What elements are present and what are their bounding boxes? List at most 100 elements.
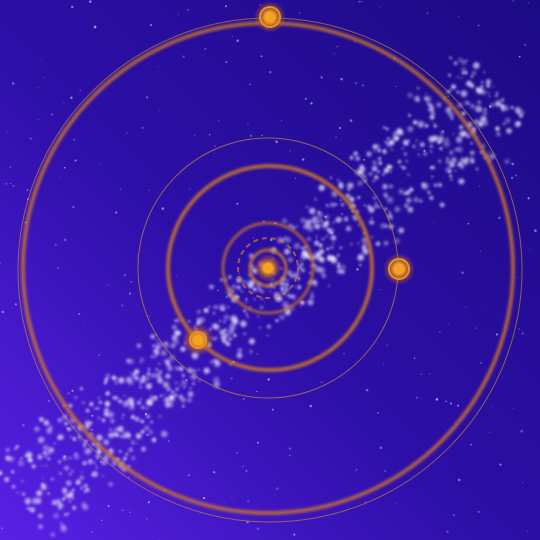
- dust-speck: [339, 199, 342, 201]
- dust-speck: [524, 153, 526, 155]
- cluster-star: [231, 289, 235, 294]
- cluster-star: [397, 226, 406, 235]
- cluster-star: [130, 404, 135, 408]
- cluster-star: [188, 386, 193, 391]
- cluster-star: [30, 463, 37, 470]
- cluster-star: [133, 375, 140, 382]
- cluster-star: [208, 358, 216, 365]
- cluster-star: [260, 297, 264, 301]
- cluster-star: [407, 113, 412, 118]
- cluster-star: [57, 459, 63, 465]
- dust-speck: [267, 378, 270, 381]
- dust-speck: [275, 140, 278, 144]
- dust-speck: [361, 84, 364, 87]
- planet-right[interactable]: [383, 253, 415, 285]
- cluster-star: [400, 146, 405, 151]
- cluster-star: [41, 443, 51, 453]
- dust-speck: [478, 511, 480, 513]
- cluster-star: [36, 499, 42, 506]
- cluster-star: [383, 139, 389, 145]
- central-star-icon[interactable]: [254, 254, 282, 282]
- cluster-star: [185, 396, 194, 404]
- planet-top[interactable]: [254, 1, 286, 33]
- cluster-star: [32, 425, 41, 433]
- dust-speck: [294, 177, 296, 179]
- cluster-star: [79, 439, 83, 443]
- cluster-star: [282, 247, 292, 256]
- cluster-star: [344, 224, 353, 233]
- cluster-star: [39, 482, 49, 492]
- cluster-star: [235, 275, 244, 284]
- cluster-star: [70, 469, 75, 474]
- cluster-star: [430, 164, 436, 171]
- cluster-star: [493, 93, 499, 99]
- cluster-star: [145, 407, 149, 411]
- cluster-star: [36, 452, 44, 461]
- cluster-star: [504, 126, 514, 135]
- dust-speck: [43, 77, 45, 79]
- cluster-star: [59, 524, 69, 534]
- cluster-star: [162, 393, 166, 397]
- dust-speck: [329, 207, 330, 208]
- dust-speck: [525, 95, 527, 97]
- cluster-star: [178, 384, 182, 388]
- dust-speck: [121, 304, 124, 307]
- dust-speck: [204, 47, 207, 50]
- cluster-star: [401, 138, 411, 147]
- dust-speck: [10, 183, 12, 185]
- dust-speck: [100, 163, 102, 165]
- cluster-star: [426, 104, 436, 114]
- cluster-star: [294, 224, 300, 230]
- planet-icon: [383, 253, 415, 285]
- cluster-star: [460, 66, 468, 74]
- cluster-star: [40, 464, 44, 468]
- cluster-star: [449, 83, 458, 91]
- cluster-star: [20, 491, 27, 497]
- cluster-star: [403, 151, 408, 156]
- cluster-star: [135, 399, 142, 406]
- cluster-star: [139, 404, 146, 411]
- dust-speck: [315, 237, 317, 239]
- cluster-star: [448, 106, 451, 110]
- cluster-star: [187, 319, 191, 323]
- cluster-star: [305, 235, 312, 243]
- dust-speck: [71, 5, 74, 9]
- dust-speck: [107, 505, 110, 508]
- cluster-star: [495, 91, 499, 95]
- planet-left[interactable]: [182, 324, 214, 356]
- dust-speck: [256, 390, 258, 393]
- cluster-star: [457, 162, 462, 166]
- dust-speck: [161, 207, 165, 210]
- dust-speck: [63, 166, 66, 169]
- cluster-star: [165, 385, 173, 393]
- dust-speck: [320, 76, 323, 79]
- dust-speck: [6, 131, 8, 134]
- cluster-star: [174, 386, 180, 392]
- dust-speck: [128, 292, 132, 295]
- cluster-star: [138, 384, 142, 388]
- cluster-star: [71, 504, 78, 511]
- dust-speck: [29, 137, 32, 140]
- cluster-star: [111, 375, 119, 383]
- dust-speck: [60, 176, 62, 178]
- cluster-star: [406, 91, 414, 99]
- cluster-star: [56, 416, 64, 424]
- cluster-star: [159, 348, 168, 358]
- cluster-star: [167, 393, 176, 401]
- dust-speck: [224, 291, 226, 294]
- cluster-star: [4, 454, 12, 463]
- dust-speck: [384, 470, 386, 472]
- cluster-star: [41, 476, 45, 480]
- dust-speck: [78, 312, 81, 315]
- cluster-star: [422, 95, 430, 102]
- dust-speck: [453, 514, 455, 516]
- cluster-star: [492, 85, 495, 89]
- cluster-star: [371, 194, 378, 202]
- dust-speck: [252, 237, 255, 239]
- cluster-star: [59, 521, 63, 525]
- cluster-star: [338, 245, 343, 250]
- cluster-star: [119, 434, 124, 439]
- dust-speck: [136, 255, 138, 257]
- cluster-star: [179, 396, 188, 404]
